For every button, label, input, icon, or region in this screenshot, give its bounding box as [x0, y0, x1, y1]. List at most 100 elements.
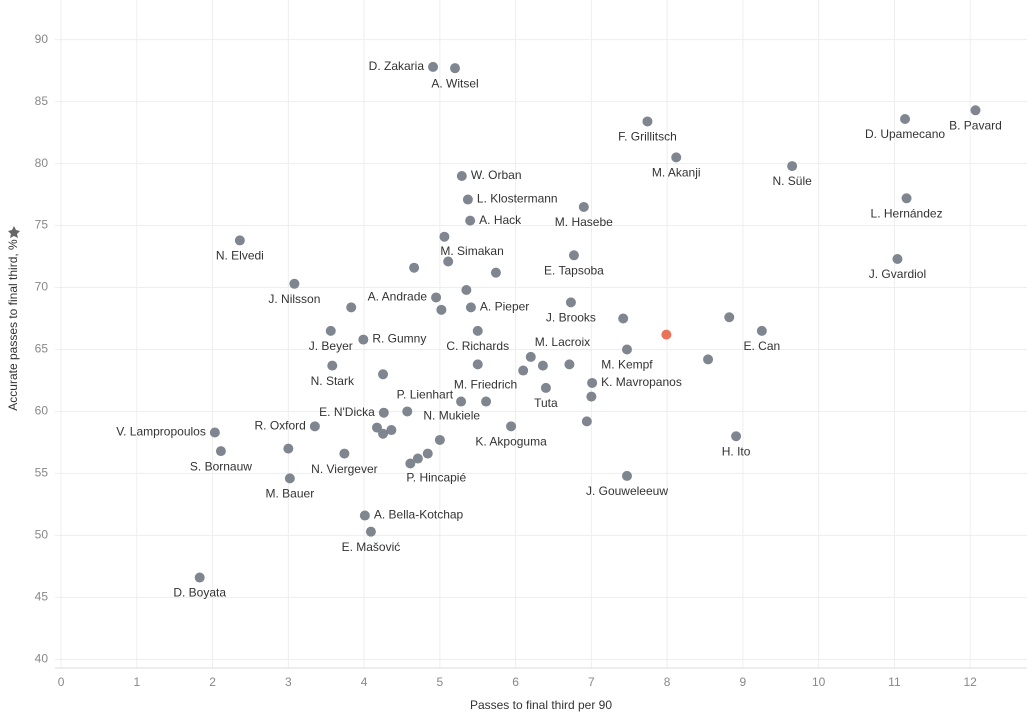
- y-tick-label: 90: [35, 32, 49, 46]
- point-label: Tuta: [534, 396, 558, 410]
- point: [586, 391, 597, 402]
- point-label: A. Andrade: [368, 290, 428, 304]
- point: [194, 572, 205, 583]
- point-label: J. Nilsson: [268, 292, 320, 306]
- point-label: D. Boyata: [173, 586, 226, 600]
- point-label: M. Lacroix: [535, 335, 590, 349]
- point: [371, 422, 382, 433]
- point-label: N. Stark: [311, 374, 355, 388]
- point: [284, 473, 295, 484]
- point-label: B. Pavard: [949, 118, 1002, 132]
- x-tick-label: 2: [209, 675, 216, 689]
- point-label: K. Mavropanos: [601, 375, 682, 389]
- y-tick-label: 60: [35, 404, 49, 418]
- point: [462, 194, 473, 205]
- point-label: L. Hernández: [871, 206, 943, 220]
- point: [565, 297, 576, 308]
- point: [587, 377, 598, 388]
- point: [359, 510, 370, 521]
- point-label: J. Gouweleeuw: [586, 484, 668, 498]
- x-tick-label: 12: [964, 675, 978, 689]
- point-label: E. Mašović: [342, 540, 401, 554]
- point-label: F. Grillitsch: [618, 130, 677, 144]
- point: [346, 302, 357, 313]
- point: [621, 344, 632, 355]
- point: [461, 285, 472, 296]
- point: [325, 325, 336, 336]
- point: [731, 431, 742, 442]
- point: [642, 116, 653, 127]
- y-tick-label: 45: [35, 590, 49, 604]
- point: [431, 292, 442, 303]
- y-tick-label: 85: [35, 94, 49, 108]
- point-label: N. Elvedi: [216, 249, 264, 263]
- y-tick-label: 40: [35, 651, 49, 665]
- point: [465, 302, 476, 313]
- point: [506, 421, 517, 432]
- x-tick-label: 11: [888, 675, 901, 689]
- x-tick-label: 5: [437, 675, 444, 689]
- y-tick-label: 80: [35, 156, 49, 170]
- point-label: J. Gvardiol: [869, 267, 926, 281]
- point-label: E. Can: [743, 339, 780, 353]
- point-label: S. Bornauw: [190, 459, 252, 473]
- point: [661, 329, 672, 340]
- point: [465, 215, 476, 226]
- point-label: E. Tapsoba: [544, 263, 604, 277]
- point: [568, 250, 579, 261]
- point: [405, 458, 416, 469]
- point: [456, 396, 467, 407]
- point: [892, 254, 903, 265]
- point: [540, 382, 551, 393]
- point: [309, 421, 320, 432]
- point-label: A. Hack: [479, 213, 522, 227]
- point: [456, 170, 467, 181]
- x-tick-label: 10: [812, 675, 826, 689]
- point: [671, 152, 682, 163]
- point: [472, 359, 483, 370]
- point: [443, 256, 454, 267]
- point: [621, 470, 632, 481]
- x-tick-label: 1: [133, 675, 140, 689]
- point: [724, 312, 735, 323]
- point: [490, 267, 501, 278]
- point: [900, 113, 911, 124]
- point: [412, 453, 423, 464]
- x-axis-title: Passes to final third per 90: [470, 698, 612, 712]
- point-label: J. Beyer: [309, 339, 353, 353]
- point-label: P. Hincapié: [406, 471, 466, 485]
- point: [756, 325, 767, 336]
- point: [436, 304, 447, 315]
- point-label: D. Upamecano: [865, 127, 945, 141]
- point: [327, 360, 338, 371]
- x-tick-label: 9: [740, 675, 747, 689]
- point-label: P. Lienhart: [397, 388, 454, 402]
- point-label: H. Ito: [722, 444, 751, 458]
- point: [787, 161, 798, 172]
- point-label: D. Zakaria: [369, 59, 425, 73]
- point: [481, 396, 492, 407]
- x-tick-label: 8: [664, 675, 671, 689]
- x-tick-label: 6: [512, 675, 519, 689]
- point-label: E. N'Dicka: [319, 405, 375, 419]
- point: [289, 278, 300, 289]
- point: [472, 325, 483, 336]
- point-label: A. Witsel: [431, 76, 478, 90]
- point: [518, 365, 529, 376]
- point: [358, 334, 369, 345]
- pin-icon: [8, 226, 20, 238]
- point: [378, 407, 389, 418]
- point-label: A. Pieper: [480, 300, 529, 314]
- point-label: C. Richards: [446, 339, 509, 353]
- point-label: L. Klostermann: [477, 192, 558, 206]
- point-label: N. Mukiele: [423, 409, 480, 423]
- point: [339, 448, 350, 459]
- point: [434, 434, 445, 445]
- point: [703, 354, 714, 365]
- point: [450, 63, 461, 74]
- point: [378, 428, 389, 439]
- point: [578, 201, 589, 212]
- point: [564, 359, 575, 370]
- y-tick-label: 70: [35, 280, 49, 294]
